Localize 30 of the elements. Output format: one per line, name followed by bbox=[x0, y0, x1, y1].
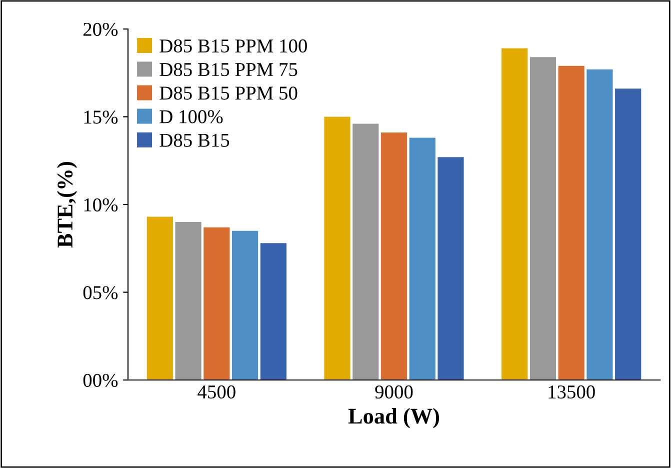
bar bbox=[380, 132, 408, 380]
y-tick-label: 05% bbox=[83, 286, 118, 300]
bar bbox=[530, 57, 556, 380]
legend-label: D85 B15 PPM 75 bbox=[160, 62, 298, 76]
legend-label: D 100% bbox=[160, 110, 223, 124]
bar bbox=[438, 157, 464, 380]
bar bbox=[558, 66, 584, 380]
x-tick-label: 4500 bbox=[198, 385, 236, 399]
y-tick-label: 15% bbox=[84, 110, 118, 124]
bar bbox=[615, 88, 642, 380]
bar bbox=[204, 227, 230, 380]
x-tick-label: 9000 bbox=[375, 385, 413, 399]
legend-label: D85 B15 PPM 100 bbox=[160, 39, 307, 53]
y-tick-label: 20% bbox=[83, 22, 118, 36]
legend-label: D85 B15 bbox=[160, 134, 230, 147]
bar bbox=[260, 243, 286, 380]
bar bbox=[146, 216, 173, 380]
bar bbox=[232, 230, 258, 380]
bar bbox=[586, 69, 613, 380]
legend-label: D85 B15 PPM 50 bbox=[160, 86, 298, 100]
bar bbox=[352, 124, 379, 380]
y-axis-title: BTE,(%) bbox=[56, 162, 78, 248]
x-tick-label: 13500 bbox=[548, 385, 595, 399]
bar bbox=[175, 222, 202, 380]
bar bbox=[324, 116, 350, 380]
bar bbox=[502, 48, 528, 380]
y-tick-label: 00% bbox=[83, 374, 118, 387]
x-axis-title: Load (W) bbox=[348, 408, 440, 428]
bar bbox=[409, 138, 436, 380]
y-tick-label: 10% bbox=[84, 198, 118, 212]
